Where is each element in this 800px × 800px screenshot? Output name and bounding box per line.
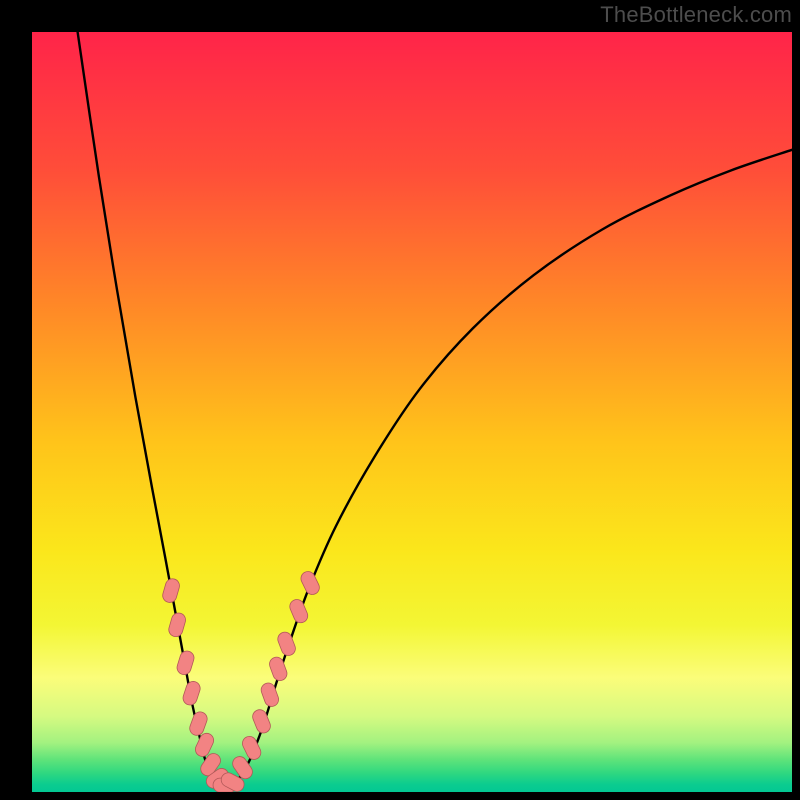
data-marker	[167, 611, 187, 638]
data-marker	[259, 681, 280, 708]
plot-area	[32, 32, 792, 792]
data-marker	[161, 577, 181, 604]
data-marker	[251, 708, 273, 735]
watermark-label: TheBottleneck.com	[600, 2, 792, 28]
data-marker	[268, 655, 289, 682]
data-marker	[181, 680, 202, 707]
data-marker	[175, 649, 195, 676]
data-marker	[299, 569, 322, 597]
data-marker	[288, 597, 310, 625]
data-marker	[276, 630, 298, 657]
curve-right_arm	[226, 150, 792, 788]
chart-root: TheBottleneck.com	[0, 0, 800, 800]
curve-layer	[32, 32, 792, 792]
curve-left_arm	[78, 32, 226, 787]
